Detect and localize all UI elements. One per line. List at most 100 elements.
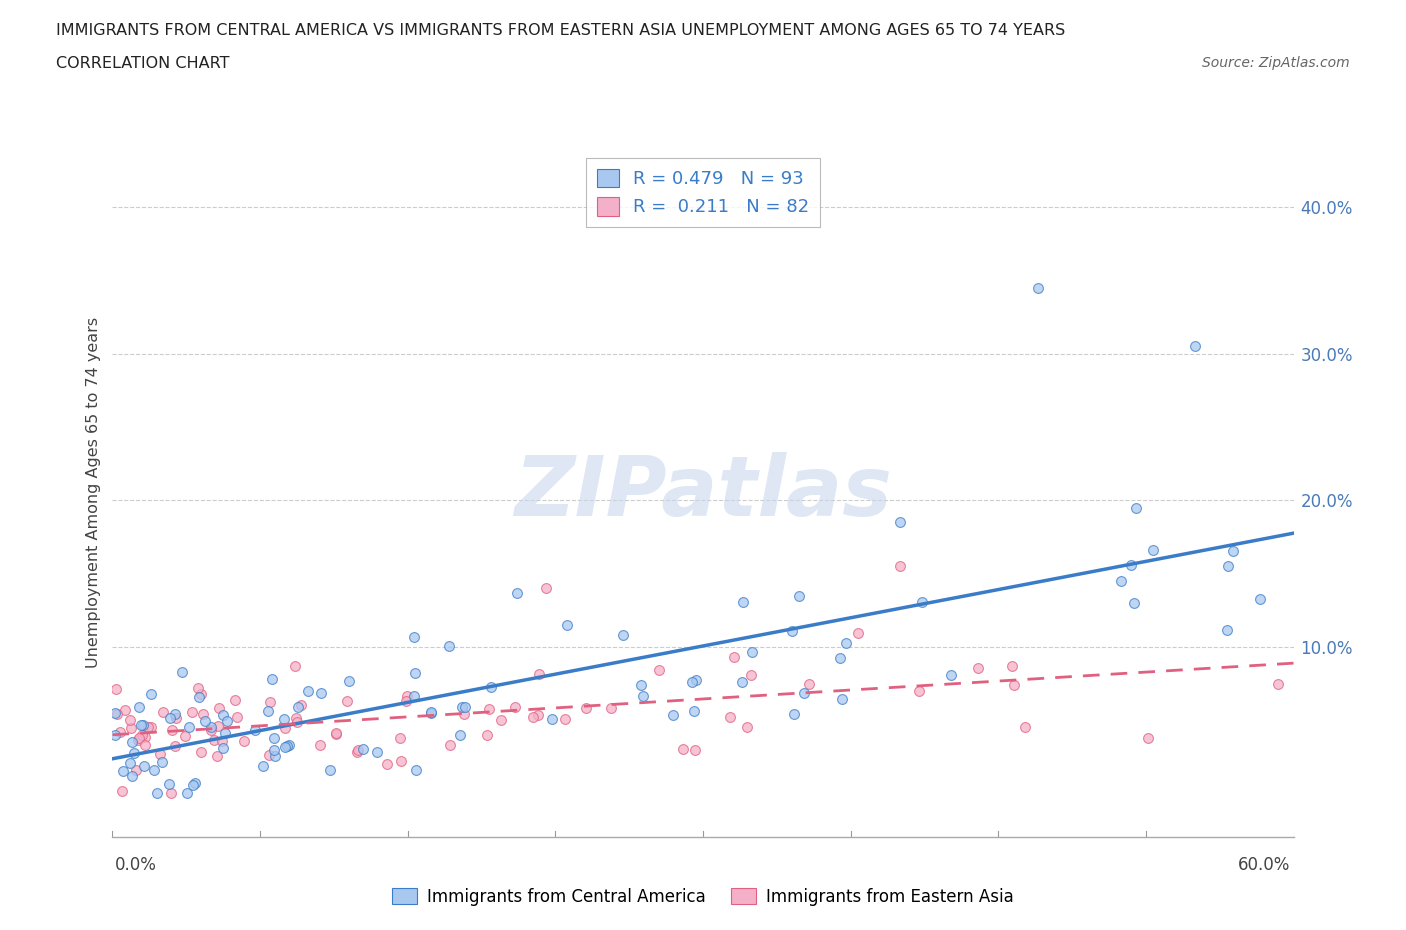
Text: ZIPatlas: ZIPatlas	[515, 452, 891, 534]
Point	[787, 589, 810, 604]
Point	[437, 639, 460, 654]
Point	[662, 708, 685, 723]
Point	[503, 699, 526, 714]
Point	[505, 585, 527, 600]
Point	[190, 686, 212, 701]
Point	[132, 718, 155, 733]
Point	[139, 686, 162, 701]
Point	[252, 758, 274, 773]
Point	[120, 721, 142, 736]
Point	[181, 704, 204, 719]
Point	[118, 756, 141, 771]
Point	[1125, 500, 1147, 515]
Point	[159, 711, 181, 725]
Point	[163, 706, 186, 721]
Point	[128, 700, 150, 715]
Point	[631, 688, 654, 703]
Point	[122, 746, 145, 761]
Point	[454, 700, 477, 715]
Text: 60.0%: 60.0%	[1239, 856, 1291, 873]
Point	[1109, 574, 1132, 589]
Point	[733, 594, 755, 609]
Point	[211, 734, 233, 749]
Point	[276, 738, 298, 753]
Point	[277, 737, 299, 752]
Point	[941, 667, 963, 682]
Point	[174, 729, 197, 744]
Point	[723, 649, 745, 664]
Point	[889, 559, 911, 574]
Point	[170, 664, 193, 679]
Point	[311, 685, 333, 700]
Point	[207, 718, 229, 733]
Point	[273, 711, 295, 726]
Point	[134, 759, 156, 774]
Point	[889, 514, 911, 529]
Point	[188, 689, 211, 704]
Point	[259, 748, 281, 763]
Point	[1026, 281, 1049, 296]
Point	[846, 625, 869, 640]
Point	[1184, 339, 1206, 354]
Point	[731, 674, 754, 689]
Legend: R = 0.479   N = 93, R =  0.211   N = 82: R = 0.479 N = 93, R = 0.211 N = 82	[586, 158, 820, 227]
Point	[121, 769, 143, 784]
Point	[489, 713, 512, 728]
Point	[191, 707, 214, 722]
Point	[152, 705, 174, 720]
Point	[375, 756, 398, 771]
Point	[181, 777, 204, 792]
Point	[389, 754, 412, 769]
Point	[1001, 659, 1024, 674]
Point	[911, 594, 934, 609]
Point	[128, 730, 150, 745]
Point	[1137, 730, 1160, 745]
Point	[214, 725, 236, 740]
Point	[527, 667, 550, 682]
Point	[200, 720, 222, 735]
Point	[718, 709, 741, 724]
Point	[105, 682, 128, 697]
Point	[142, 763, 165, 777]
Point	[451, 699, 474, 714]
Point	[160, 723, 183, 737]
Point	[325, 725, 347, 740]
Point	[967, 660, 990, 675]
Point	[287, 699, 309, 714]
Point	[681, 674, 703, 689]
Point	[405, 763, 427, 777]
Point	[1216, 558, 1239, 573]
Point	[478, 702, 501, 717]
Point	[793, 686, 815, 701]
Point	[121, 735, 143, 750]
Point	[402, 689, 425, 704]
Point	[908, 684, 931, 698]
Point	[193, 713, 215, 728]
Point	[630, 678, 652, 693]
Point	[226, 710, 249, 724]
Point	[1014, 720, 1036, 735]
Point	[297, 684, 319, 698]
Point	[394, 694, 416, 709]
Point	[111, 783, 134, 798]
Text: CORRELATION CHART: CORRELATION CHART	[56, 56, 229, 71]
Point	[555, 618, 578, 632]
Point	[131, 728, 153, 743]
Point	[1002, 677, 1025, 692]
Point	[1249, 591, 1271, 606]
Point	[146, 786, 169, 801]
Point	[114, 702, 136, 717]
Point	[187, 681, 209, 696]
Point	[325, 726, 347, 741]
Point	[177, 720, 200, 735]
Point	[256, 704, 278, 719]
Point	[149, 747, 172, 762]
Text: Source: ZipAtlas.com: Source: ZipAtlas.com	[1202, 56, 1350, 70]
Point	[389, 730, 412, 745]
Point	[134, 737, 156, 752]
Point	[163, 738, 186, 753]
Point	[184, 776, 207, 790]
Point	[396, 688, 419, 703]
Point	[150, 754, 173, 769]
Point	[797, 676, 820, 691]
